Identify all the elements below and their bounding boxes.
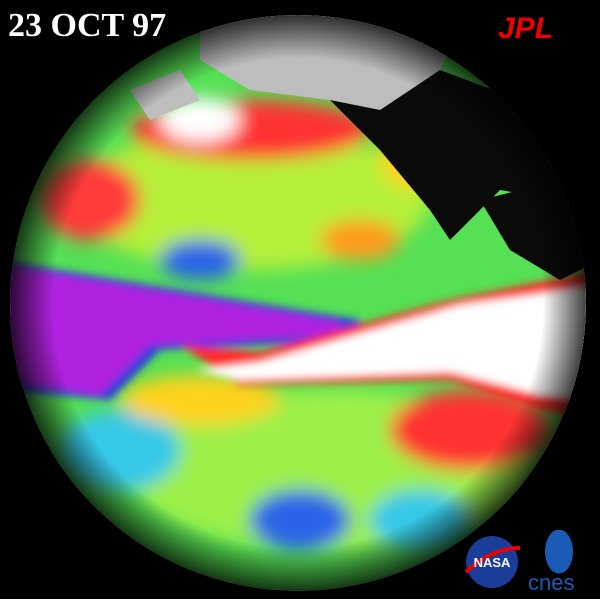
jpl-logo: JPL (498, 12, 553, 45)
cnes-logo: cnes (528, 530, 574, 595)
date-label: 23 OCT 97 (8, 7, 166, 44)
globe (10, 15, 586, 591)
cnes-text: cnes (528, 570, 574, 595)
nasa-text: NASA (474, 555, 511, 570)
nasa-logo: NASA (464, 536, 521, 588)
